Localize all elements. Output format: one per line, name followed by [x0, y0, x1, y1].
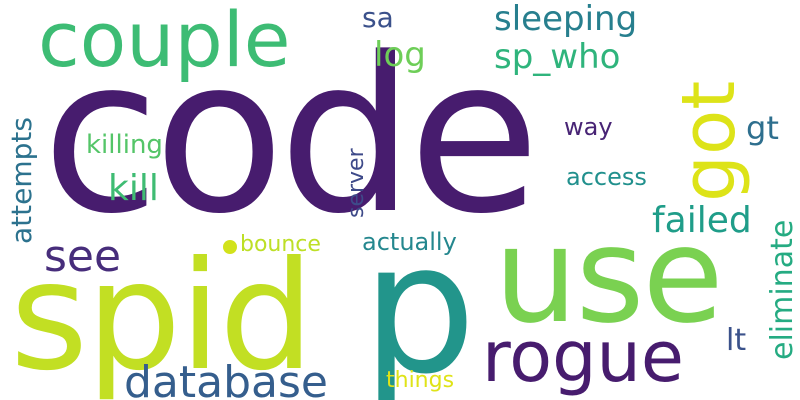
word-spid: spid: [10, 230, 314, 400]
word-eliminate: eliminate: [765, 219, 800, 360]
word-got: got: [666, 80, 752, 202]
dot-mark: [223, 240, 237, 254]
word-sa: sa: [362, 1, 394, 34]
word-lt: lt: [726, 323, 747, 358]
word-way: way: [564, 113, 613, 141]
word-sleeping: sleeping: [494, 0, 638, 39]
word-use: use: [494, 199, 724, 353]
word-p: p: [362, 205, 477, 400]
word-attempts: attempts: [5, 117, 38, 244]
word-database: database: [124, 357, 328, 400]
word-code: code: [42, 12, 540, 261]
word-killing: killing: [86, 130, 163, 160]
word-actually: actually: [362, 228, 457, 256]
word-rogue: rogue: [482, 316, 684, 398]
word-failed: failed: [652, 200, 752, 241]
word-bounce: bounce: [240, 232, 321, 257]
word-things: things: [386, 368, 455, 393]
word-sp-who: sp_who: [494, 37, 621, 77]
word-see: see: [44, 231, 122, 282]
word-kill: kill: [108, 168, 159, 209]
word-gt: gt: [746, 109, 779, 147]
word-access: access: [566, 163, 647, 191]
word-couple: couple: [38, 0, 291, 84]
word-server: server: [344, 148, 369, 218]
word-log: log: [374, 35, 426, 75]
